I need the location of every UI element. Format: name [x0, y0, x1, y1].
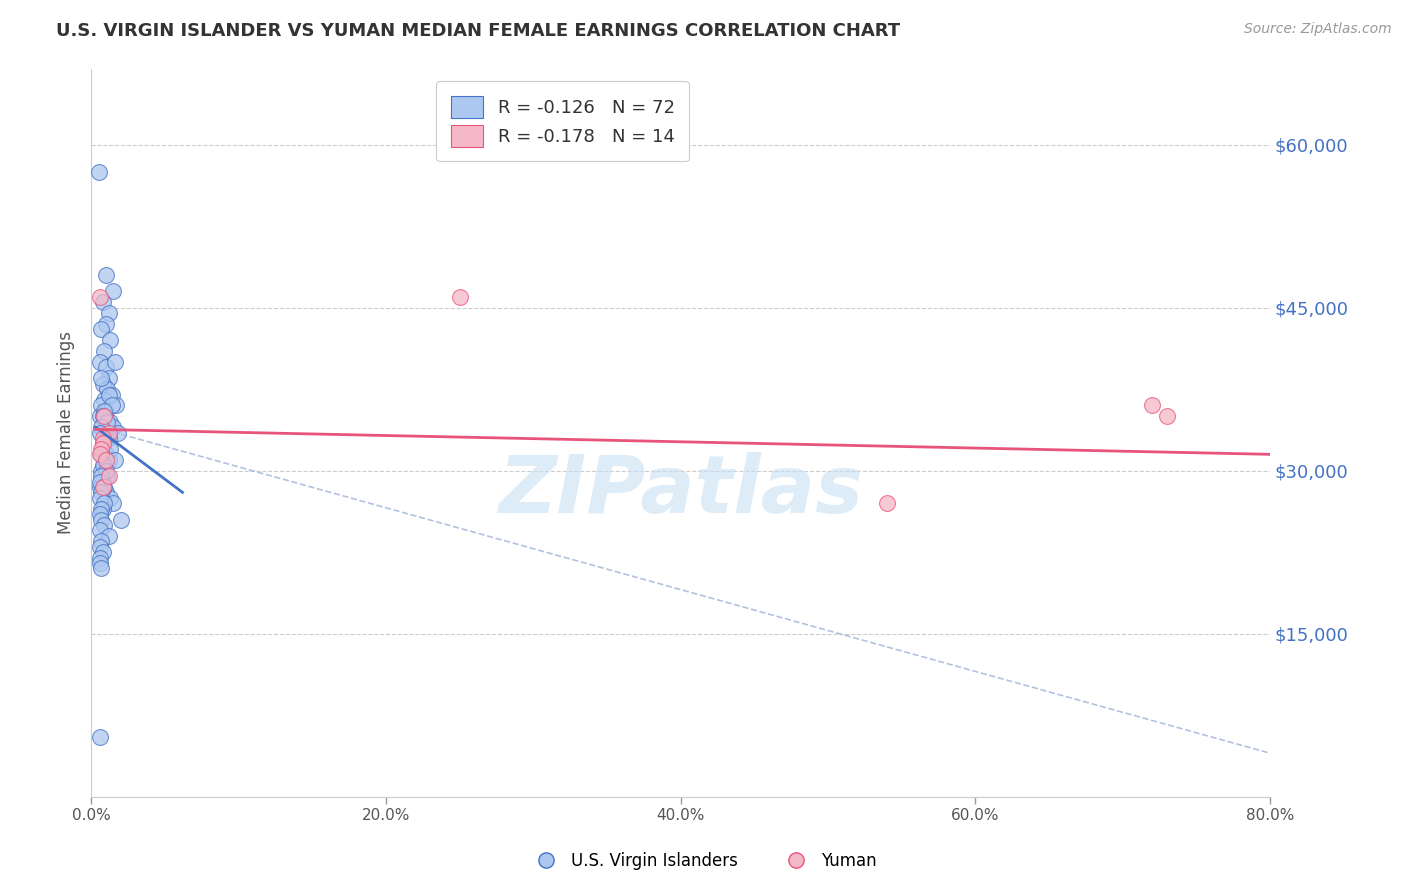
Point — [90, 371, 112, 385]
Point — [89, 550, 111, 565]
Point — [89, 730, 111, 744]
Point — [91, 475, 114, 489]
Point — [94, 452, 117, 467]
Point — [90, 469, 112, 483]
Point — [93, 458, 115, 473]
Point — [96, 382, 118, 396]
Point — [91, 501, 114, 516]
Point — [89, 480, 111, 494]
Text: U.S. VIRGIN ISLANDER VS YUMAN MEDIAN FEMALE EARNINGS CORRELATION CHART: U.S. VIRGIN ISLANDER VS YUMAN MEDIAN FEM… — [56, 22, 900, 40]
Point — [91, 545, 114, 559]
Point — [89, 540, 111, 554]
Point — [89, 491, 111, 505]
Point — [1140, 399, 1163, 413]
Point — [101, 387, 124, 401]
Point — [97, 529, 120, 543]
Point — [98, 415, 121, 429]
Point — [89, 290, 111, 304]
Point — [89, 447, 111, 461]
Point — [91, 436, 114, 450]
Point — [90, 399, 112, 413]
Point — [97, 452, 120, 467]
Point — [89, 556, 111, 570]
Point — [87, 165, 110, 179]
Point — [93, 496, 115, 510]
Point — [104, 452, 127, 467]
Point — [104, 355, 127, 369]
Point — [90, 322, 112, 336]
Point — [98, 333, 121, 347]
Point — [94, 360, 117, 375]
Point — [90, 447, 112, 461]
Point — [90, 512, 112, 526]
Point — [89, 475, 111, 489]
Point — [105, 399, 128, 413]
Point — [90, 501, 112, 516]
Point — [93, 404, 115, 418]
Point — [90, 420, 112, 434]
Point — [103, 285, 125, 299]
Point — [89, 524, 111, 538]
Point — [103, 420, 125, 434]
Point — [89, 355, 111, 369]
Point — [89, 425, 111, 440]
Point — [93, 344, 115, 359]
Point — [97, 306, 120, 320]
Point — [93, 518, 115, 533]
Point — [1156, 409, 1178, 424]
Point — [103, 496, 125, 510]
Point — [91, 409, 114, 424]
Point — [101, 399, 124, 413]
Point — [94, 317, 117, 331]
Point — [94, 431, 117, 445]
Point — [449, 290, 471, 304]
Point — [97, 425, 120, 440]
Point — [93, 392, 115, 407]
Point — [98, 491, 121, 505]
Point — [89, 409, 111, 424]
Point — [94, 447, 117, 461]
Point — [98, 442, 121, 456]
Point — [97, 387, 120, 401]
Point — [93, 480, 115, 494]
Point — [91, 376, 114, 391]
Point — [97, 371, 120, 385]
Point — [90, 442, 112, 456]
Point — [876, 496, 898, 510]
Legend: R = -0.126   N = 72, R = -0.178   N = 14: R = -0.126 N = 72, R = -0.178 N = 14 — [436, 81, 689, 161]
Point — [97, 469, 120, 483]
Point — [91, 295, 114, 310]
Point — [96, 415, 118, 429]
Point — [91, 442, 114, 456]
Point — [94, 485, 117, 500]
Point — [91, 431, 114, 445]
Point — [91, 458, 114, 473]
Point — [93, 409, 115, 424]
Point — [90, 464, 112, 478]
Point — [107, 425, 129, 440]
Point — [97, 431, 120, 445]
Point — [94, 464, 117, 478]
Text: Source: ZipAtlas.com: Source: ZipAtlas.com — [1244, 22, 1392, 37]
Y-axis label: Median Female Earnings: Median Female Earnings — [58, 331, 75, 534]
Point — [94, 404, 117, 418]
Text: ZIPatlas: ZIPatlas — [498, 452, 863, 530]
Point — [110, 512, 132, 526]
Legend: U.S. Virgin Islanders, Yuman: U.S. Virgin Islanders, Yuman — [523, 846, 883, 877]
Point — [94, 268, 117, 282]
Point — [91, 436, 114, 450]
Point — [90, 485, 112, 500]
Point — [89, 507, 111, 521]
Point — [91, 480, 114, 494]
Point — [90, 561, 112, 575]
Point — [96, 469, 118, 483]
Point — [90, 534, 112, 549]
